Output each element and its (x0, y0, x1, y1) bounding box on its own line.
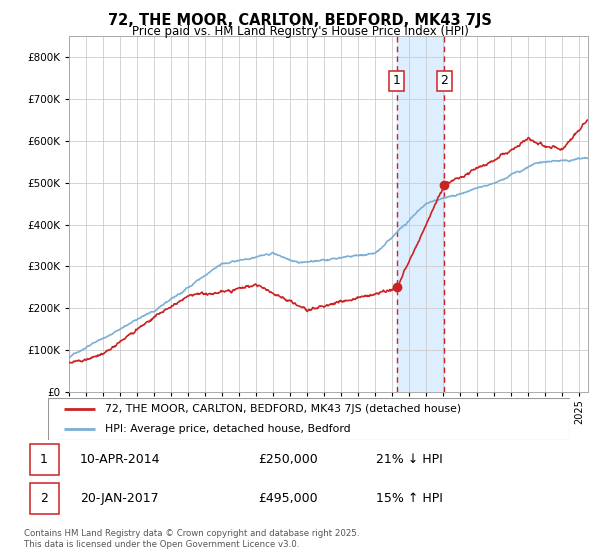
Text: Contains HM Land Registry data © Crown copyright and database right 2025.
This d: Contains HM Land Registry data © Crown c… (24, 529, 359, 549)
Bar (397, 36, 444, 392)
Text: 1: 1 (393, 74, 401, 87)
Text: £250,000: £250,000 (259, 453, 318, 466)
Text: HPI: Average price, detached house, Bedford: HPI: Average price, detached house, Bedf… (106, 424, 351, 434)
Text: 21% ↓ HPI: 21% ↓ HPI (376, 453, 442, 466)
Text: 72, THE MOOR, CARLTON, BEDFORD, MK43 7JS: 72, THE MOOR, CARLTON, BEDFORD, MK43 7JS (108, 13, 492, 28)
Text: Price paid vs. HM Land Registry's House Price Index (HPI): Price paid vs. HM Land Registry's House … (131, 25, 469, 38)
Text: 2: 2 (440, 74, 448, 87)
Bar (29, 444, 59, 475)
Bar (29, 483, 59, 514)
Text: 20-JAN-2017: 20-JAN-2017 (80, 492, 158, 505)
Text: 2: 2 (40, 492, 48, 505)
Text: 15% ↑ HPI: 15% ↑ HPI (376, 492, 442, 505)
Text: £495,000: £495,000 (259, 492, 318, 505)
Text: 72, THE MOOR, CARLTON, BEDFORD, MK43 7JS (detached house): 72, THE MOOR, CARLTON, BEDFORD, MK43 7JS… (106, 404, 461, 414)
Text: 10-APR-2014: 10-APR-2014 (80, 453, 160, 466)
Text: 1: 1 (40, 453, 48, 466)
